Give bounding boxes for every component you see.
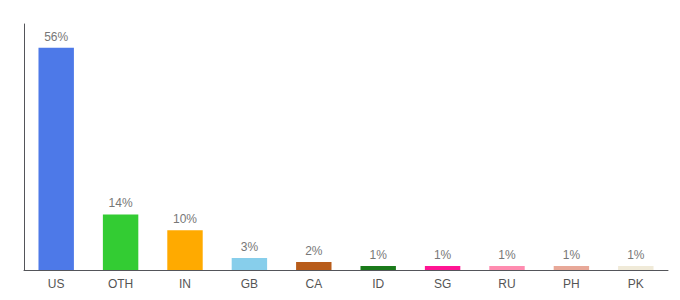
svg-text:ID: ID <box>372 277 384 291</box>
svg-text:US: US <box>48 277 65 291</box>
svg-text:14%: 14% <box>109 196 133 210</box>
svg-text:2%: 2% <box>305 244 323 258</box>
svg-text:10%: 10% <box>173 212 197 226</box>
svg-text:OTH: OTH <box>108 277 133 291</box>
svg-text:SG: SG <box>434 277 451 291</box>
svg-text:PH: PH <box>563 277 580 291</box>
svg-text:1%: 1% <box>627 248 645 262</box>
svg-text:GB: GB <box>241 277 258 291</box>
svg-text:CA: CA <box>305 277 322 291</box>
svg-text:1%: 1% <box>498 248 516 262</box>
svg-text:1%: 1% <box>563 248 581 262</box>
svg-text:PK: PK <box>628 277 644 291</box>
svg-text:1%: 1% <box>370 248 388 262</box>
svg-text:RU: RU <box>498 277 515 291</box>
svg-text:IN: IN <box>179 277 191 291</box>
svg-text:56%: 56% <box>44 30 68 44</box>
svg-text:1%: 1% <box>434 248 452 262</box>
svg-text:3%: 3% <box>241 240 259 254</box>
